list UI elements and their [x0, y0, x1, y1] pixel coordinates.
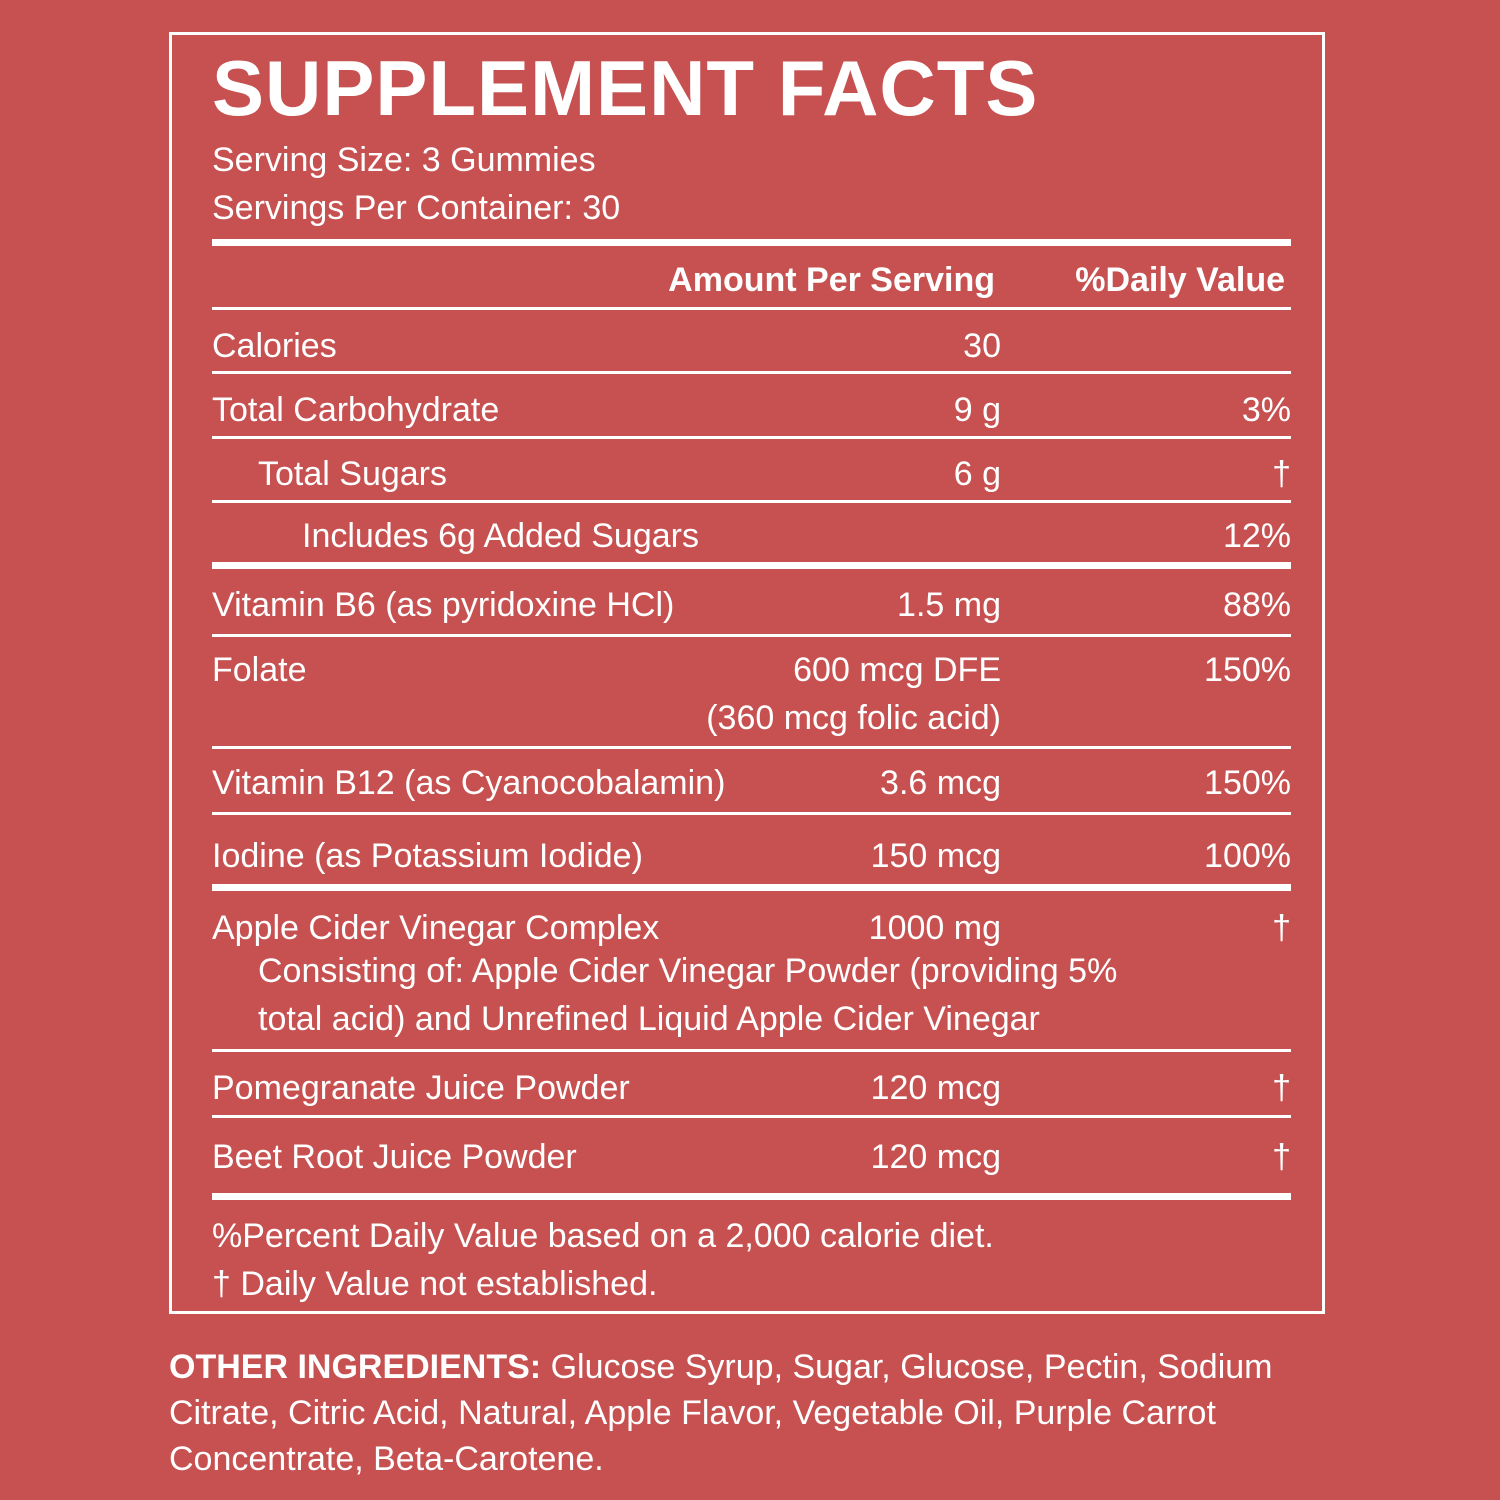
- footnote-dagger: † Daily Value not established.: [212, 1265, 658, 1303]
- nutrient-name: Calories: [212, 327, 337, 365]
- nutrient-amount: 120 mcg: [870, 1138, 1001, 1176]
- nutrient-amount: 1.5 mg: [897, 586, 1001, 624]
- nutrient-daily-value: 3%: [1241, 391, 1291, 429]
- divider: [212, 239, 1291, 246]
- nutrient-daily-value: 12%: [1222, 517, 1291, 555]
- serving-size: Serving Size: 3 Gummies: [212, 141, 596, 179]
- nutrient-amount-detail: (360 mcg folic acid): [706, 699, 1001, 737]
- servings-per-container: Servings Per Container: 30: [212, 189, 621, 227]
- divider: [212, 812, 1291, 815]
- daily-value-header: %Daily Value: [1075, 261, 1285, 299]
- nutrient-daily-value: †: [1272, 1069, 1291, 1107]
- panel-title: SUPPLEMENT FACTS: [212, 44, 1039, 132]
- divider: [212, 1115, 1291, 1118]
- other-ingredients-text: Glucose Syrup, Sugar, Glucose, Pectin, S…: [169, 1348, 1273, 1478]
- divider: [212, 746, 1291, 749]
- nutrient-amount: 1000 mg: [868, 909, 1001, 947]
- divider: [212, 1049, 1291, 1052]
- nutrient-amount: 600 mcg DFE: [793, 651, 1001, 689]
- nutrient-detail: Consisting of: Apple Cider Vinegar Powde…: [258, 952, 1118, 990]
- footnote-daily-value: %Percent Daily Value based on a 2,000 ca…: [212, 1217, 994, 1255]
- nutrient-amount: 120 mcg: [870, 1069, 1001, 1107]
- other-ingredients-label: OTHER INGREDIENTS:: [169, 1348, 542, 1386]
- nutrient-daily-value: †: [1272, 1138, 1291, 1176]
- nutrient-name: Total Carbohydrate: [212, 391, 500, 429]
- divider: [212, 1193, 1291, 1200]
- nutrient-daily-value: 150%: [1204, 764, 1291, 802]
- nutrient-name: Pomegranate Juice Powder: [212, 1069, 630, 1107]
- nutrient-daily-value: 100%: [1204, 837, 1291, 875]
- divider: [212, 436, 1291, 439]
- nutrient-detail: total acid) and Unrefined Liquid Apple C…: [258, 1000, 1040, 1038]
- nutrient-name: Beet Root Juice Powder: [212, 1138, 577, 1176]
- other-ingredients: OTHER INGREDIENTS: Glucose Syrup, Sugar,…: [169, 1344, 1289, 1482]
- nutrient-name: Iodine (as Potassium Iodide): [212, 837, 643, 875]
- nutrient-amount: 3.6 mcg: [880, 764, 1001, 802]
- divider: [212, 634, 1291, 637]
- nutrient-name: Folate: [212, 651, 307, 689]
- nutrient-name: Vitamin B6 (as pyridoxine HCl): [212, 586, 675, 624]
- nutrient-name: Vitamin B12 (as Cyanocobalamin): [212, 764, 726, 802]
- supplement-facts-panel: SUPPLEMENT FACTS Serving Size: 3 Gummies…: [169, 32, 1325, 1314]
- divider: [212, 500, 1291, 503]
- nutrient-name: Includes 6g Added Sugars: [302, 517, 699, 555]
- nutrient-daily-value: 88%: [1222, 586, 1291, 624]
- divider: [212, 307, 1291, 310]
- nutrient-amount: 30: [963, 327, 1001, 365]
- nutrient-daily-value: †: [1272, 909, 1291, 947]
- divider: [212, 884, 1291, 891]
- divider: [212, 562, 1291, 569]
- nutrient-daily-value: 150%: [1204, 651, 1291, 689]
- nutrient-amount: 6 g: [953, 455, 1001, 493]
- nutrient-amount: 9 g: [953, 391, 1001, 429]
- nutrient-amount: 150 mcg: [870, 837, 1001, 875]
- nutrient-daily-value: †: [1272, 455, 1291, 493]
- nutrient-name: Total Sugars: [258, 455, 447, 493]
- nutrient-name: Apple Cider Vinegar Complex: [212, 909, 660, 947]
- divider: [212, 371, 1291, 374]
- amount-header: Amount Per Serving: [668, 261, 995, 299]
